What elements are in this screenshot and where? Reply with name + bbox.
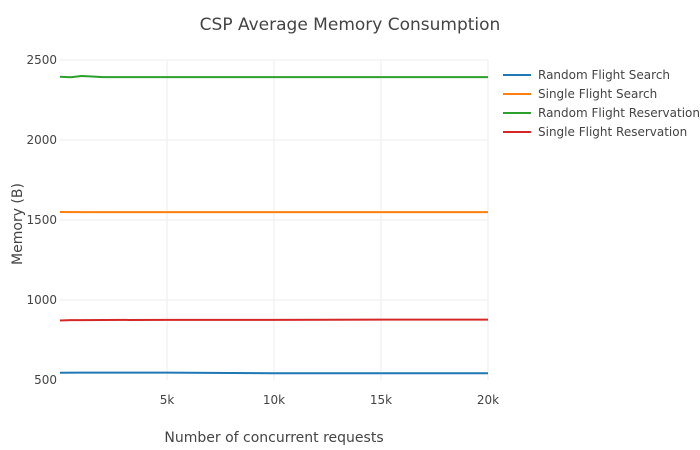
legend-label: Random Flight Search — [538, 68, 670, 82]
series-line-random-flight-search — [59, 371, 488, 375]
legend-label: Single Flight Search — [538, 87, 657, 101]
y-axis: 500 1000 1500 2000 2500 — [26, 53, 57, 387]
series-line-single-flight-reservation — [59, 318, 488, 322]
y-tick-label: 500 — [34, 373, 57, 387]
y-tick-label: 2000 — [26, 133, 57, 147]
legend-item[interactable]: Single Flight Search — [503, 87, 657, 101]
y-axis-title: Memory (B) — [10, 183, 26, 265]
legend-label: Single Flight Reservation — [538, 125, 687, 139]
legend-label: Random Flight Reservation — [538, 106, 700, 120]
y-tick-label: 1000 — [26, 293, 57, 307]
grid — [60, 59, 489, 380]
plot-area — [59, 75, 488, 375]
chart-title: CSP Average Memory Consumption — [200, 15, 501, 35]
y-tick-label: 2500 — [26, 53, 57, 67]
legend-item[interactable]: Single Flight Reservation — [503, 125, 687, 139]
x-tick-label: 15k — [370, 393, 392, 407]
y-tick-label: 1500 — [26, 213, 57, 227]
x-axis: 5k 10k 15k 20k — [160, 393, 499, 407]
x-tick-label: 5k — [160, 393, 175, 407]
x-tick-label: 20k — [477, 393, 499, 407]
legend-item[interactable]: Random Flight Reservation — [503, 106, 700, 120]
x-axis-title: Number of concurrent requests — [164, 430, 383, 446]
series-line-random-flight-reservation — [59, 75, 488, 79]
legend-item[interactable]: Random Flight Search — [503, 68, 670, 82]
legend: Random Flight Search Single Flight Search… — [503, 68, 700, 139]
x-tick-label: 10k — [263, 393, 285, 407]
